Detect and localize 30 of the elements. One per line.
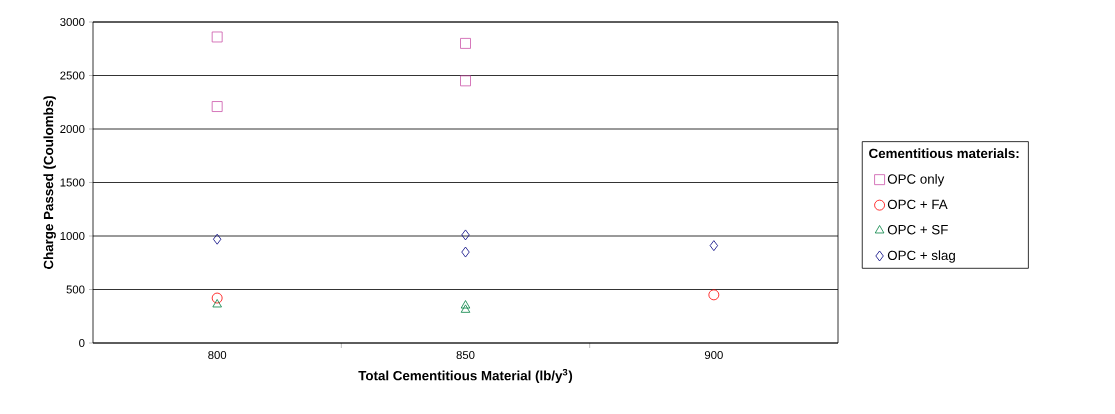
point: [708, 289, 720, 301]
legend-title: Cementitious materials:: [869, 148, 1019, 159]
point: [211, 31, 223, 43]
legend-label: OPC + FA: [887, 199, 948, 210]
point: [211, 292, 223, 304]
point: [212, 299, 222, 308]
point: [709, 240, 718, 252]
x-axis-title: Total Cementitious Material (lb/y$^{3}$): [358, 368, 573, 383]
point: [461, 246, 470, 258]
y-tick-label: 3000: [60, 17, 85, 27]
y-axis-title: Charge Passed (Coulombs): [43, 96, 56, 270]
legend-label: OPC + SF: [887, 224, 948, 235]
point: [213, 233, 222, 245]
x-tick-label: 850: [456, 351, 475, 360]
point: [460, 300, 471, 309]
y-tick-label: 2500: [60, 71, 85, 80]
y-tick-label: 500: [66, 285, 85, 294]
legend-label: OPC only: [887, 173, 945, 187]
y-tick-label: 1500: [60, 178, 85, 187]
x-tick-label: 800: [208, 351, 227, 360]
point: [461, 229, 470, 241]
point: [460, 75, 471, 87]
point: [460, 304, 471, 313]
y-tick-label: 2000: [60, 124, 85, 134]
legend-label: OPC + slag: [887, 250, 955, 263]
y-tick-label: 1000: [60, 231, 85, 241]
point: [460, 38, 471, 49]
y-tick-label: 0: [79, 338, 85, 348]
x-tick-label: 900: [704, 351, 723, 360]
point: [211, 101, 223, 112]
